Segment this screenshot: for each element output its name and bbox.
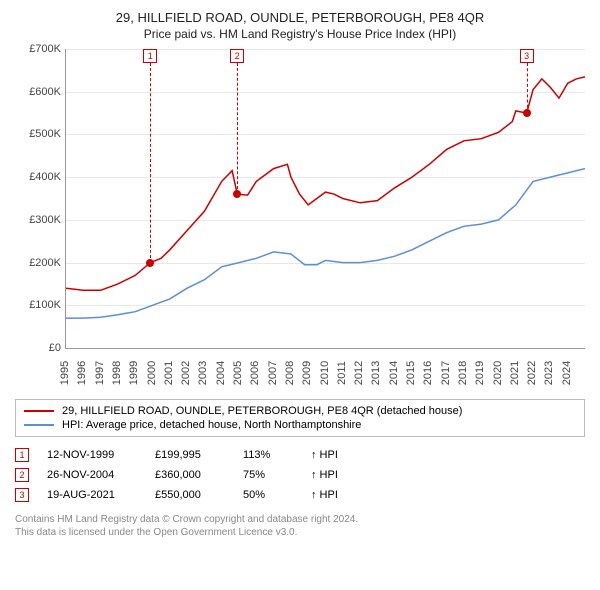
- sales-row: 3 19-AUG-2021 £550,000 50% ↑ HPI: [15, 485, 585, 505]
- sales-row-pct: 50%: [243, 489, 293, 501]
- x-tick-label: 2000: [146, 361, 158, 385]
- x-tick-label: 2017: [440, 361, 452, 385]
- legend-swatch-property: [24, 410, 54, 412]
- sales-row-dir: ↑ HPI: [311, 449, 338, 461]
- sales-row-idx: 2: [15, 468, 29, 482]
- footer: Contains HM Land Registry data © Crown c…: [15, 513, 585, 539]
- y-tick-label: £400K: [29, 171, 61, 183]
- chart-container: 29, HILLFIELD ROAD, OUNDLE, PETERBOROUGH…: [0, 0, 600, 590]
- x-tick-label: 1996: [76, 361, 88, 385]
- sales-row-dir: ↑ HPI: [311, 469, 338, 481]
- sales-row-date: 19-AUG-2021: [47, 489, 137, 501]
- plot-area: 1 2 3: [65, 49, 585, 349]
- x-tick-label: 2010: [319, 361, 331, 385]
- sale-marker: 1: [143, 49, 157, 63]
- x-tick-label: 2003: [197, 361, 209, 385]
- x-tick-label: 2024: [561, 361, 573, 385]
- sale-marker: 3: [520, 49, 534, 63]
- x-tick-label: 2008: [284, 361, 296, 385]
- sales-row-date: 12-NOV-1999: [47, 449, 137, 461]
- page-subtitle: Price paid vs. HM Land Registry's House …: [15, 27, 585, 41]
- y-tick-label: £700K: [29, 43, 61, 55]
- chart-area: £0£100K£200K£300K£400K£500K£600K£700K 12…: [15, 49, 585, 389]
- x-tick-label: 1997: [94, 361, 106, 385]
- legend-item-hpi: HPI: Average price, detached house, Nort…: [24, 418, 576, 432]
- sale-dot: [146, 259, 154, 267]
- series-line-property: [66, 77, 585, 290]
- y-tick-label: £500K: [29, 128, 61, 140]
- sale-dot: [523, 109, 531, 117]
- sale-dot: [233, 190, 241, 198]
- sales-row-price: £360,000: [155, 469, 225, 481]
- x-tick-label: 2006: [249, 361, 261, 385]
- sales-row-idx: 3: [15, 488, 29, 502]
- y-tick-label: £300K: [29, 214, 61, 226]
- x-tick-label: 2007: [267, 361, 279, 385]
- y-tick-label: £600K: [29, 86, 61, 98]
- sales-row: 1 12-NOV-1999 £199,995 113% ↑ HPI: [15, 445, 585, 465]
- sales-row-idx: 1: [15, 448, 29, 462]
- legend: 29, HILLFIELD ROAD, OUNDLE, PETERBOROUGH…: [15, 399, 585, 437]
- y-axis: £0£100K£200K£300K£400K£500K£600K£700K: [15, 49, 65, 349]
- x-tick-label: 2021: [509, 361, 521, 385]
- x-tick-label: 2015: [405, 361, 417, 385]
- legend-swatch-hpi: [24, 424, 54, 426]
- legend-item-property: 29, HILLFIELD ROAD, OUNDLE, PETERBOROUGH…: [24, 404, 576, 418]
- sales-row-pct: 75%: [243, 469, 293, 481]
- series-line-hpi: [66, 169, 585, 319]
- x-tick-label: 2011: [336, 361, 348, 385]
- x-tick-label: 2005: [232, 361, 244, 385]
- x-tick-label: 2009: [301, 361, 313, 385]
- sales-table: 1 12-NOV-1999 £199,995 113% ↑ HPI 2 26-NOV-200…: [15, 445, 585, 505]
- x-tick-label: 2004: [215, 361, 227, 385]
- y-tick-label: £0: [49, 342, 61, 354]
- x-tick-label: 2002: [180, 361, 192, 385]
- legend-label-hpi: HPI: Average price, detached house, Nort…: [62, 419, 361, 431]
- x-tick-label: 1999: [128, 361, 140, 385]
- x-tick-label: 1995: [59, 361, 71, 385]
- sales-row: 2 26-NOV-2004 £360,000 75% ↑ HPI: [15, 465, 585, 485]
- x-tick-label: 2023: [543, 361, 555, 385]
- sales-row-date: 26-NOV-2004: [47, 469, 137, 481]
- sales-row-dir: ↑ HPI: [311, 489, 338, 501]
- x-tick-label: 2022: [526, 361, 538, 385]
- x-tick-label: 2012: [353, 361, 365, 385]
- y-tick-label: £200K: [29, 257, 61, 269]
- x-tick-label: 2018: [457, 361, 469, 385]
- x-tick-label: 1998: [111, 361, 123, 385]
- sales-row-pct: 113%: [243, 449, 293, 461]
- x-tick-label: 2014: [388, 361, 400, 385]
- footer-line1: Contains HM Land Registry data © Crown c…: [15, 513, 585, 526]
- x-tick-label: 2020: [492, 361, 504, 385]
- y-tick-label: £100K: [29, 299, 61, 311]
- lines-svg: [66, 49, 585, 348]
- x-tick-label: 2013: [370, 361, 382, 385]
- x-tick-label: 2019: [474, 361, 486, 385]
- sale-marker: 2: [230, 49, 244, 63]
- page-title: 29, HILLFIELD ROAD, OUNDLE, PETERBOROUGH…: [15, 10, 585, 25]
- x-axis: 1995199619971998199920002001200220032004…: [65, 351, 585, 391]
- sales-row-price: £550,000: [155, 489, 225, 501]
- x-tick-label: 2001: [163, 361, 175, 385]
- legend-label-property: 29, HILLFIELD ROAD, OUNDLE, PETERBOROUGH…: [62, 405, 462, 417]
- sales-row-price: £199,995: [155, 449, 225, 461]
- x-tick-label: 2016: [422, 361, 434, 385]
- footer-line2: This data is licensed under the Open Gov…: [15, 526, 585, 539]
